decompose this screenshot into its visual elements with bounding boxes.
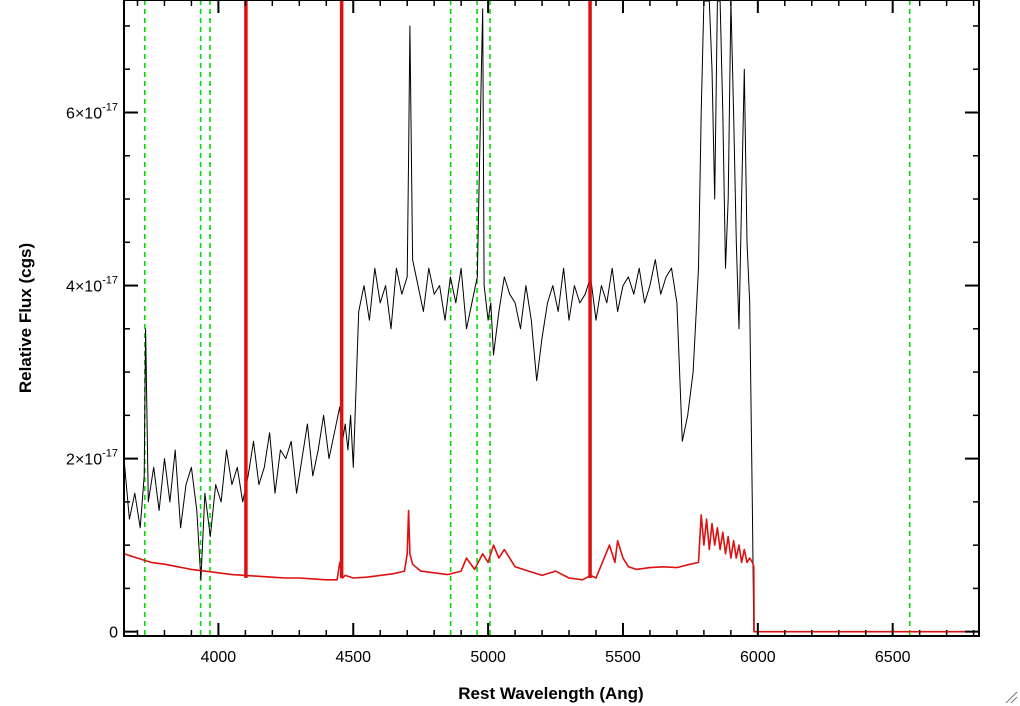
x-tick-label: 6500	[875, 649, 911, 666]
x-tick-label: 4000	[201, 649, 237, 666]
series-layer	[123, 0, 979, 633]
series-spectrum-line	[123, 0, 755, 632]
y-tick-label: 6×10-17	[66, 101, 118, 122]
x-tick-label: 4500	[335, 649, 371, 666]
red-line-layer	[244, 0, 592, 578]
y-tick-label: 2×10-17	[66, 448, 118, 469]
x-tick-label: 5000	[470, 649, 506, 666]
green-line-layer	[143, 0, 911, 636]
x-tick-label: 5500	[605, 649, 641, 666]
y-tick-exponent: -17	[102, 275, 118, 287]
x-tick-label: 6000	[740, 649, 776, 666]
x-axis-title: Rest Wavelength (Ang)	[458, 684, 643, 703]
series-error-line	[123, 509, 979, 633]
y-tick-label: 0	[109, 625, 118, 642]
y-tick-exponent: -17	[102, 101, 118, 113]
y-tick-exponent: -17	[102, 448, 118, 460]
plot-frame	[123, 0, 980, 637]
y-tick-label: 4×10-17	[66, 275, 118, 296]
resize-grip-icon[interactable]	[1004, 690, 1018, 704]
tick-layer: 4000 4500 5000 5500 6000 6500 0 2×10-17 4×10-17 6…	[66, 0, 979, 666]
y-axis-title: Relative Flux (cgs)	[16, 243, 35, 393]
